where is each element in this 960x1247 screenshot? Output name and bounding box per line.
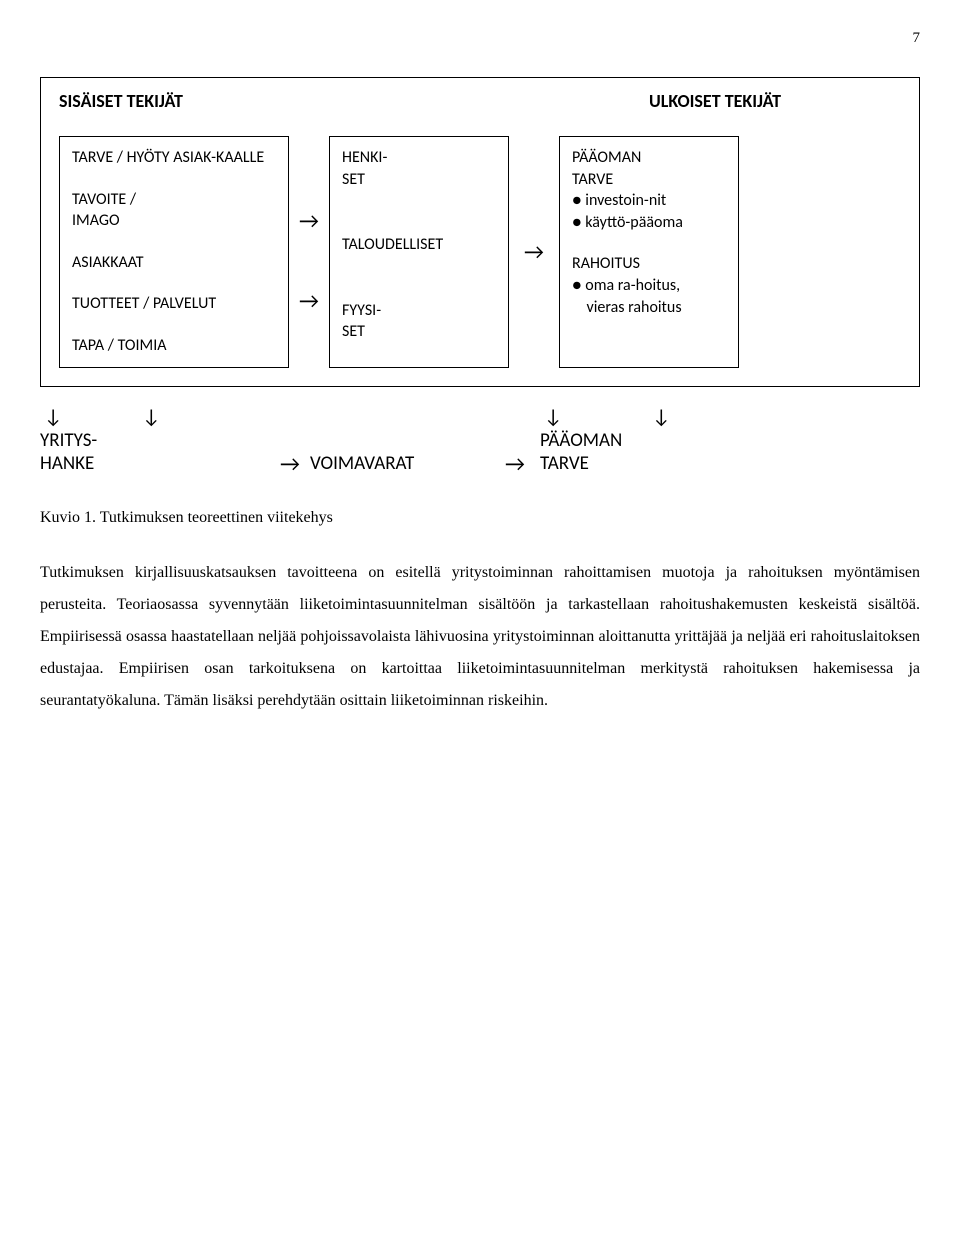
arrow-right-2: → <box>299 290 319 312</box>
right-b2-l3: vieras rahoitus <box>572 297 726 319</box>
header-row: SISÄISET TEKIJÄT ULKOISET TEKIJÄT <box>59 90 901 112</box>
left-b2-l2: IMAGO <box>72 210 276 232</box>
col-right: PÄÄOMAN TARVE ● investoin-nit ● käyttö-p… <box>559 136 739 368</box>
left-b2-l1: TAVOITE / <box>72 189 276 211</box>
page-number: 7 <box>40 30 920 47</box>
right-b1-l2: TARVE <box>572 169 726 191</box>
right-block-2: RAHOITUS ● oma ra-hoitus, vieras rahoitu… <box>572 253 726 318</box>
mid-b1-l2: SET <box>342 169 496 191</box>
arrow-right-5: → <box>490 453 540 475</box>
mid-b3-l1: FYYSI- <box>342 300 496 322</box>
bottom-arrow-2: → <box>490 453 540 475</box>
col-left: TARVE / HYÖTY ASIAK-KAALLE TAVOITE / IMA… <box>59 136 289 368</box>
bottom-left-l1: YRITYS- <box>40 429 270 452</box>
arrow-col-2: → <box>509 136 559 368</box>
right-b1-l4: ● käyttö-pääoma <box>572 212 726 234</box>
left-block-4: TUOTTEET / PALVELUT <box>72 293 276 315</box>
bottom-left: ↓ ↓ YRITYS- HANKE <box>40 407 270 475</box>
left-inner-box: TARVE / HYÖTY ASIAK-KAALLE TAVOITE / IMA… <box>59 136 289 368</box>
mid-block-2: TALOUDELLISET <box>342 234 496 256</box>
mid-b3-l2: SET <box>342 321 496 343</box>
mid-block-1: HENKI- SET <box>342 147 496 190</box>
bottom-row: ↓ ↓ YRITYS- HANKE → VOIMAVARAT → ↓ ↓ PÄÄ… <box>40 407 920 475</box>
diagram-container: SISÄISET TEKIJÄT ULKOISET TEKIJÄT TARVE … <box>40 77 920 475</box>
arrow-down-2: ↓ <box>142 407 160 427</box>
arrow-down-1: ↓ <box>44 407 62 427</box>
arrow-right-1: → <box>299 210 319 232</box>
left-block-5: TAPA / TOIMIA <box>72 335 276 357</box>
arrow-col-1: → → <box>289 136 329 368</box>
arrow-down-4: ↓ <box>652 407 670 427</box>
mid-b1-l1: HENKI- <box>342 147 496 169</box>
outer-box: SISÄISET TEKIJÄT ULKOISET TEKIJÄT TARVE … <box>40 77 920 387</box>
arrow-right-3: → <box>524 241 544 263</box>
col-mid: HENKI- SET TALOUDELLISET FYYSI- SET <box>329 136 509 368</box>
columns: TARVE / HYÖTY ASIAK-KAALLE TAVOITE / IMA… <box>59 136 901 368</box>
arrow-right-4: → <box>270 453 310 475</box>
bottom-arrow-1: → <box>270 453 310 475</box>
right-b2-l1: RAHOITUS <box>572 253 726 275</box>
bottom-right: ↓ ↓ PÄÄOMAN TARVE <box>540 407 720 475</box>
bottom-left-l2: HANKE <box>40 452 270 475</box>
left-block-2: TAVOITE / IMAGO <box>72 189 276 232</box>
down-arrows-right: ↓ ↓ <box>540 407 720 427</box>
figure-caption: Kuvio 1. Tutkimuksen teoreettinen viitek… <box>40 509 920 527</box>
body-paragraph: Tutkimuksen kirjallisuuskatsauksen tavoi… <box>40 557 920 717</box>
left-block-3: ASIAKKAAT <box>72 252 276 274</box>
header-right: ULKOISET TEKIJÄT <box>649 90 901 112</box>
right-block-1: PÄÄOMAN TARVE ● investoin-nit ● käyttö-p… <box>572 147 726 233</box>
header-left: SISÄISET TEKIJÄT <box>59 90 183 112</box>
bottom-right-l2: TARVE <box>540 452 720 475</box>
right-b1-l3: ● investoin-nit <box>572 190 726 212</box>
right-b2-l2: ● oma ra-hoitus, <box>572 275 726 297</box>
left-block-1: TARVE / HYÖTY ASIAK-KAALLE <box>72 147 276 169</box>
bottom-mid: VOIMAVARAT <box>310 452 490 475</box>
arrow-down-3: ↓ <box>544 407 562 427</box>
bottom-right-l1: PÄÄOMAN <box>540 429 720 452</box>
mid-block-3: FYYSI- SET <box>342 300 496 343</box>
mid-inner-box: HENKI- SET TALOUDELLISET FYYSI- SET <box>329 136 509 368</box>
right-inner-box: PÄÄOMAN TARVE ● investoin-nit ● käyttö-p… <box>559 136 739 368</box>
bottom-mid-text: VOIMAVARAT <box>310 452 490 475</box>
down-arrows-left: ↓ ↓ <box>40 407 270 427</box>
right-b1-l1: PÄÄOMAN <box>572 147 726 169</box>
